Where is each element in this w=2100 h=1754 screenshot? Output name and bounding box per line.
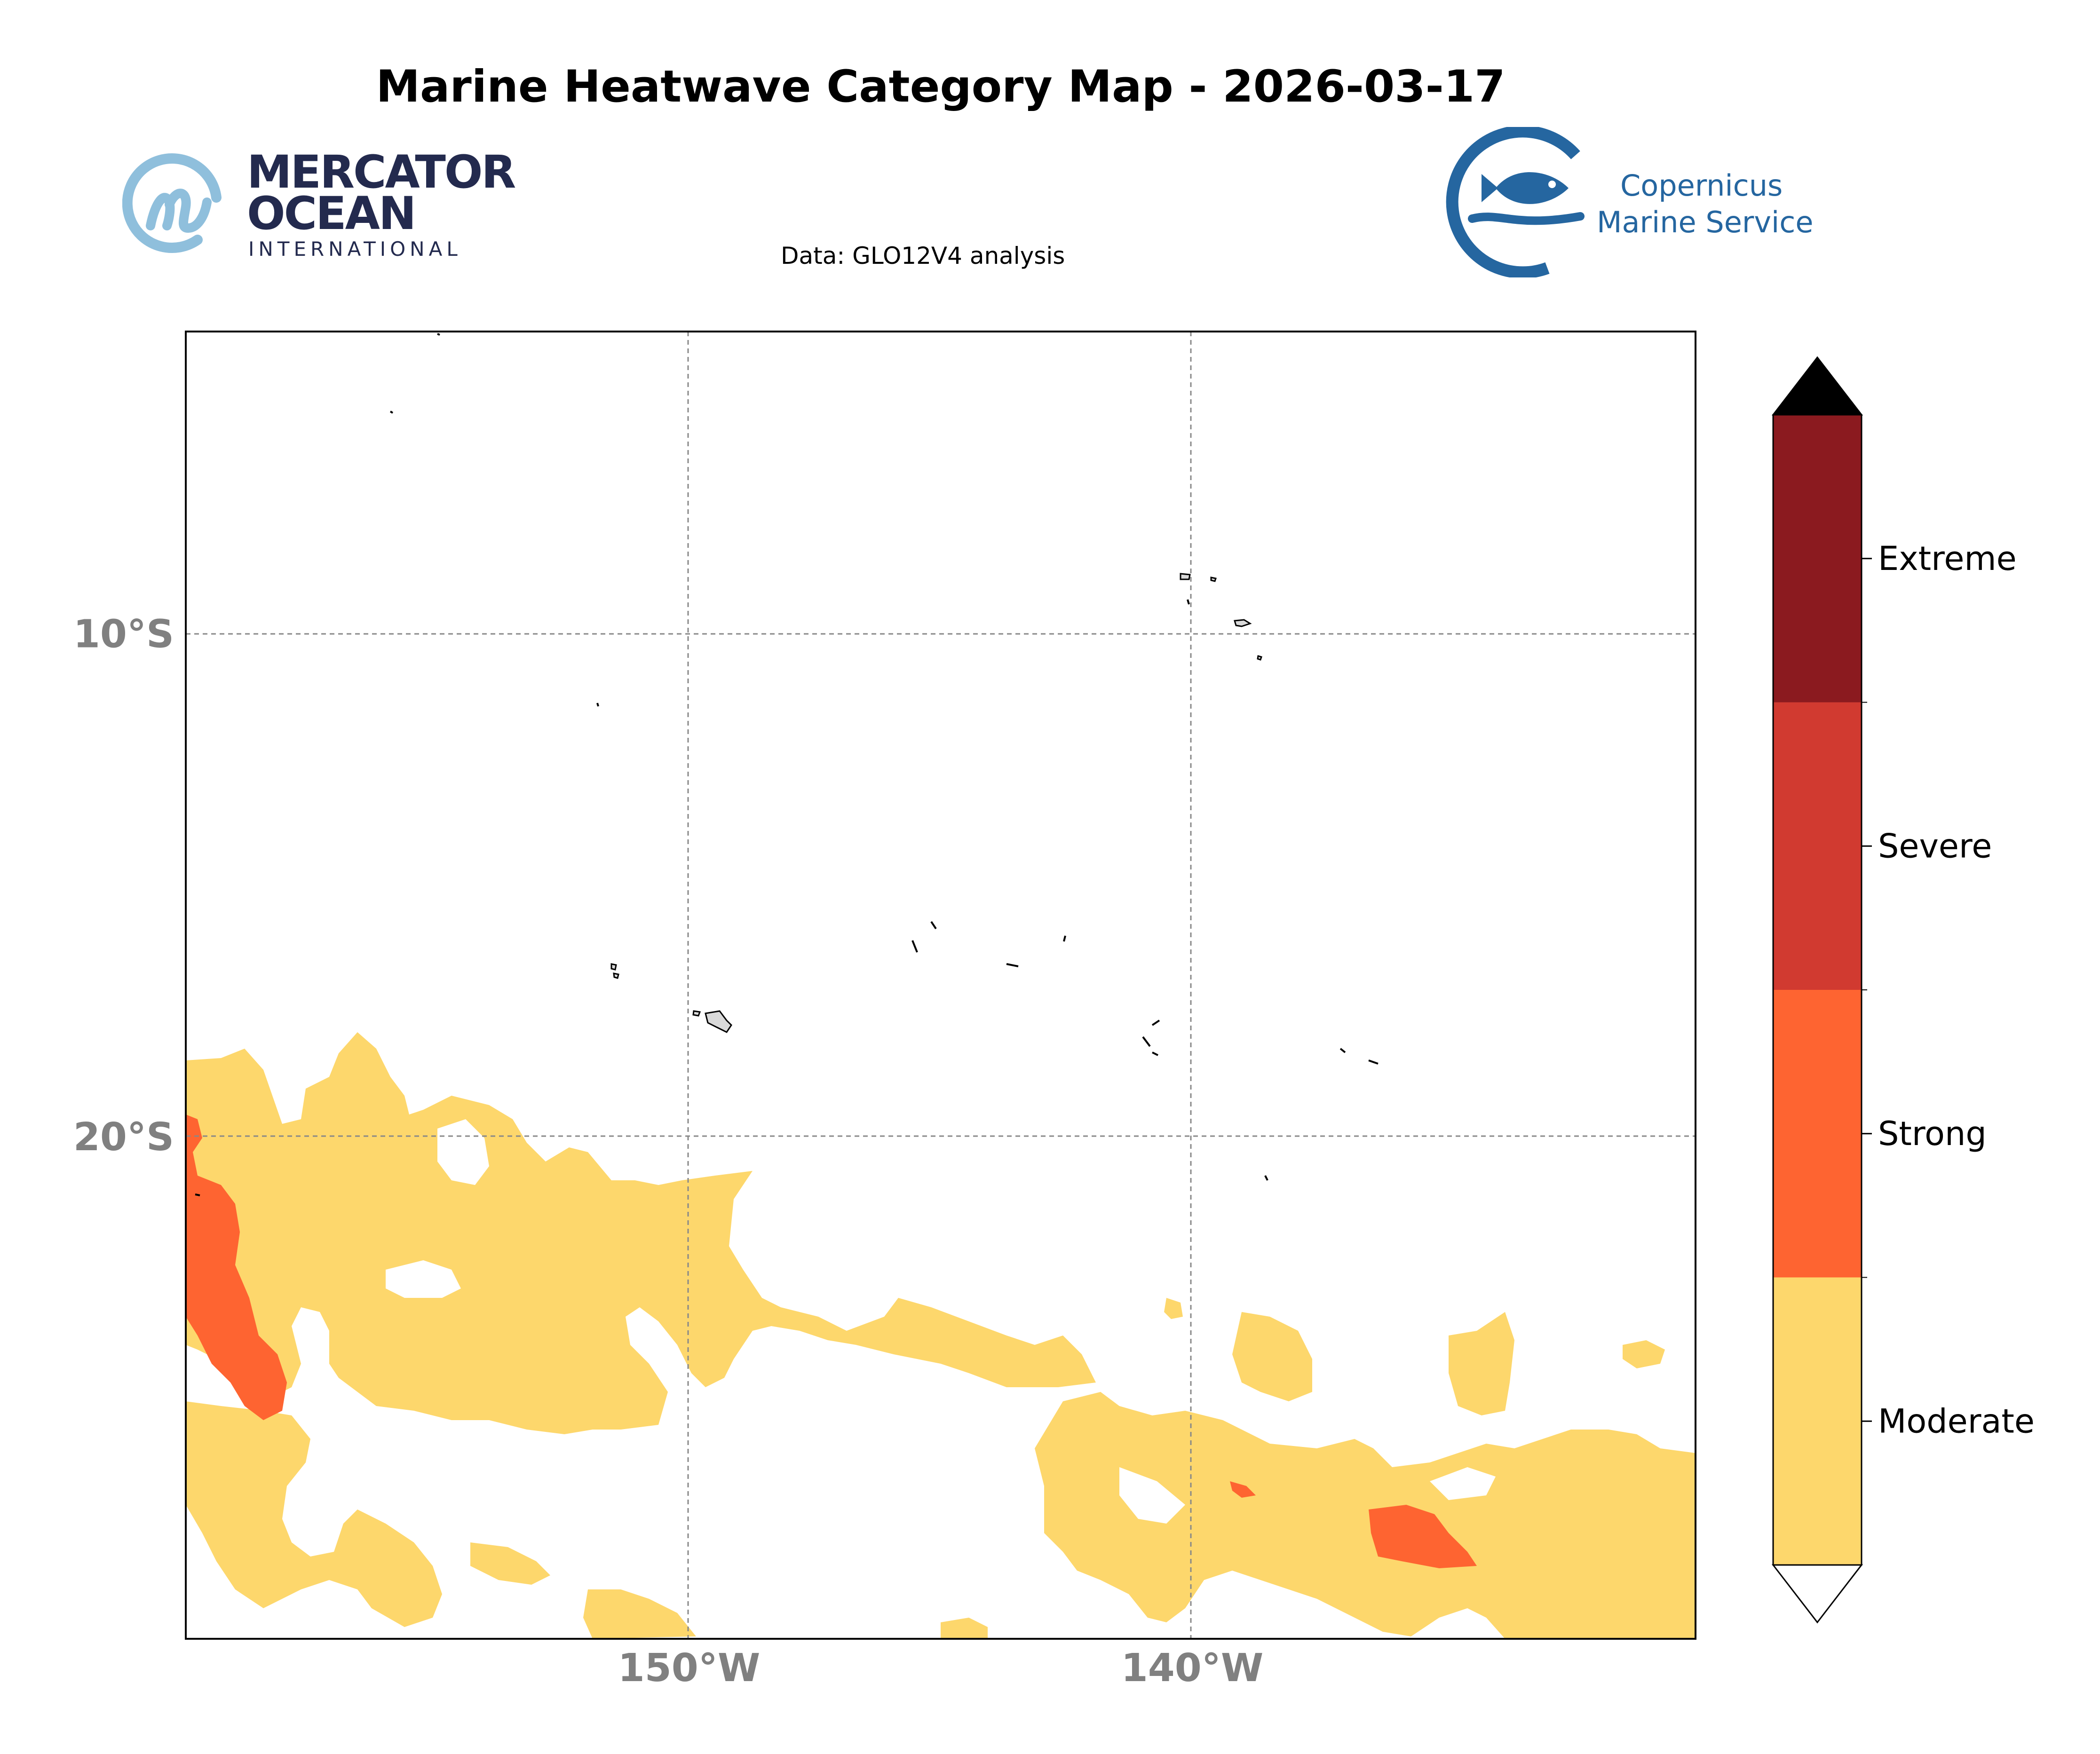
- colorbar-label-extreme: Extreme: [1878, 539, 2017, 578]
- no-heatwave-hole-2: [386, 1260, 461, 1298]
- colorbar-segment-strong: [1773, 990, 1862, 1278]
- copernicus-ring-icon: [1446, 127, 1580, 277]
- no-heatwave-hole-3: [1119, 1467, 1185, 1524]
- map-frame: [185, 331, 1696, 1640]
- leeward-island-2: [613, 972, 619, 979]
- moderate-region-west: [186, 1032, 1096, 1434]
- mercator-ring-icon: [122, 153, 222, 253]
- moderate-region-small-1: [1623, 1340, 1665, 1368]
- moderate-region-small-4: [941, 1618, 988, 1639]
- copernicus-line2: Marine Service: [1597, 205, 1814, 239]
- marquesas-island-3: [1234, 619, 1252, 627]
- colorbar-extend-max: [1771, 356, 1863, 416]
- strong-region-small: [1230, 1481, 1256, 1498]
- marquesas-island-4: [1257, 655, 1262, 661]
- fish-icon: [1482, 172, 1569, 204]
- mercator-line3: INTERNATIONAL: [248, 237, 462, 261]
- lat-tick-label-0: 10°S: [73, 612, 174, 657]
- copernicus-marine-logo: [1446, 127, 1585, 277]
- atolls: [195, 333, 1379, 1196]
- copernicus-line1: Copernicus: [1620, 168, 1783, 203]
- mercator-m-icon: [146, 189, 212, 233]
- moderate-region-east-patch: [1232, 1312, 1312, 1401]
- data-source-label: Data: GLO12V4 analysis: [781, 242, 1065, 269]
- map-title: Marine Heatwave Category Map - 2026-03-1…: [376, 61, 1506, 112]
- colorbar-label-severe: Severe: [1878, 827, 1992, 865]
- no-heatwave-hole-4: [1430, 1467, 1496, 1500]
- moderate-region-southwest: [186, 1401, 442, 1627]
- moderate-region-far-east: [1449, 1312, 1514, 1415]
- tahiti-island: [705, 1010, 732, 1033]
- strong-region-west: [186, 1114, 287, 1420]
- marquesas-island-1: [1180, 573, 1191, 580]
- lon-tick-label-1: 140°W: [1121, 1646, 1264, 1691]
- moorea-island: [692, 1010, 701, 1017]
- mercator-line1: MERCATOR: [247, 146, 516, 198]
- strong-region-east: [1369, 1505, 1477, 1568]
- axis-tick-labels: 150°W 140°W 10°S 20°S: [73, 612, 1263, 1691]
- colorbar-segment-extreme: [1773, 415, 1862, 703]
- colorbar-segment-severe: [1773, 702, 1862, 990]
- lon-tick-label-0: 150°W: [618, 1646, 761, 1691]
- lat-tick-label-1: 20°S: [73, 1115, 174, 1160]
- moderate-region-small-2: [583, 1589, 696, 1639]
- moderate-region-small-5: [1164, 1298, 1183, 1319]
- category-colorbar: Moderate Strong Severe Extreme: [1771, 356, 2035, 1624]
- colorbar-label-strong: Strong: [1878, 1114, 1987, 1153]
- mercator-ocean-logo: [122, 153, 222, 253]
- mercator-line2: OCEAN: [247, 187, 416, 240]
- moderate-region-southeast: [1035, 1392, 1696, 1639]
- gridlines: [186, 332, 1696, 1639]
- wave-icon: [1468, 212, 1585, 225]
- colorbar-frame: [1772, 414, 1862, 1566]
- moderate-region-small-3: [470, 1542, 550, 1585]
- colorbar-extend-min: [1771, 1564, 1863, 1624]
- islands: [610, 573, 1262, 1033]
- heatwave-field: [186, 333, 1696, 1639]
- marquesas-island-2: [1210, 577, 1217, 582]
- leeward-island-1: [610, 963, 617, 971]
- colorbar-label-moderate: Moderate: [1878, 1402, 2035, 1440]
- colorbar-segment-moderate: [1773, 1277, 1862, 1565]
